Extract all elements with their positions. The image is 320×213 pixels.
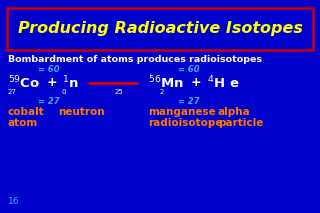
Text: 16: 16 [8, 197, 20, 206]
Text: 0: 0 [62, 89, 67, 95]
Text: +: + [191, 76, 201, 89]
Text: radioisotope: radioisotope [148, 118, 222, 128]
Text: cobalt: cobalt [8, 107, 45, 117]
Text: manganese: manganese [148, 107, 216, 117]
Text: = 60: = 60 [178, 66, 200, 75]
Text: alpha: alpha [218, 107, 251, 117]
Text: +: + [47, 76, 57, 89]
Text: = 27: = 27 [38, 98, 60, 106]
Text: 25: 25 [115, 89, 124, 95]
Text: $^{59}$Co: $^{59}$Co [8, 75, 40, 91]
Text: Producing Radioactive Isotopes: Producing Radioactive Isotopes [18, 22, 302, 36]
Text: $^{4}$H e: $^{4}$H e [207, 75, 239, 91]
Text: $^{56}$Mn: $^{56}$Mn [148, 75, 184, 91]
Text: 2: 2 [160, 89, 164, 95]
Text: neutron: neutron [58, 107, 105, 117]
FancyBboxPatch shape [7, 8, 313, 50]
Text: atom: atom [8, 118, 38, 128]
Text: particle: particle [218, 118, 263, 128]
Text: $^{1}$n: $^{1}$n [62, 75, 79, 91]
Text: = 27: = 27 [178, 98, 200, 106]
Text: Bombardment of atoms produces radioisotopes: Bombardment of atoms produces radioisoto… [8, 56, 262, 65]
Text: 27: 27 [8, 89, 17, 95]
Text: = 60: = 60 [38, 66, 60, 75]
